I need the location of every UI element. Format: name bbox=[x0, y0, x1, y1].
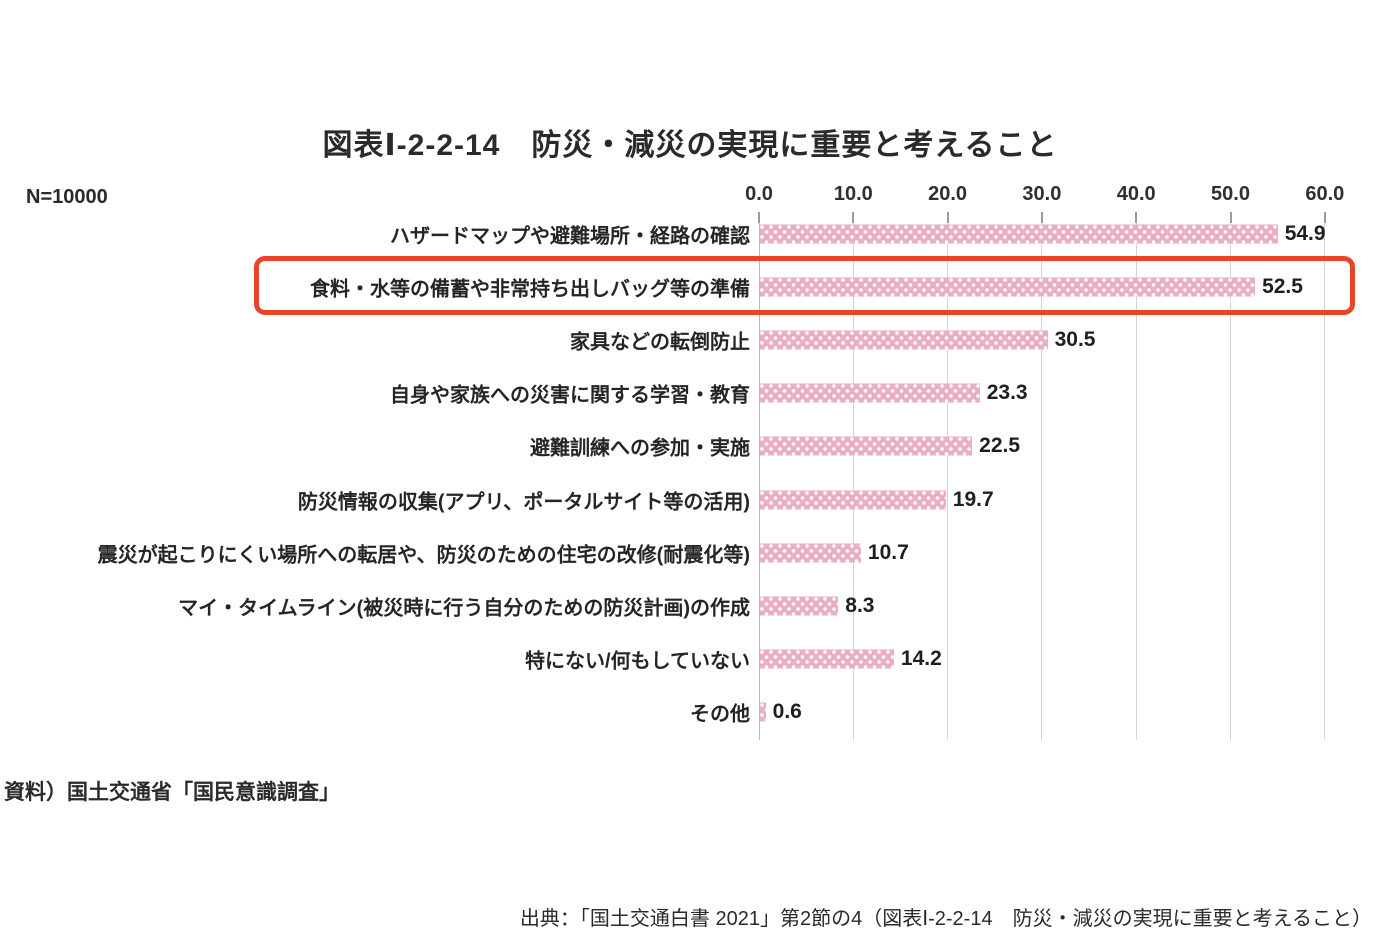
axis-tick-label: 30.0 bbox=[1022, 183, 1062, 205]
bottom-caption: 出典：「国土交通白書 2021」第2節の4（図表Ⅰ-2-2-14 防災・減災の実… bbox=[519, 908, 1372, 930]
value-label: 54.9 bbox=[1284, 222, 1326, 245]
bar-row: 防災情報の収集(アプリ、ポータルサイト等の活用) 19.7 bbox=[0, 485, 1380, 515]
bar bbox=[760, 596, 839, 616]
highlight-box bbox=[254, 256, 1355, 315]
axis-tick-label: 50.0 bbox=[1211, 183, 1250, 205]
axis-tick bbox=[1040, 212, 1043, 223]
bar bbox=[760, 490, 946, 509]
category-label: 家具などの転倒防止 bbox=[570, 331, 750, 354]
bar-row: 特にない/何もしていない 14.2 bbox=[0, 644, 1380, 674]
category-label: 食料・水等の備蓄や非常持ち出しバッグ等の準備 bbox=[310, 278, 750, 301]
axis-tick-label: 0.0 bbox=[745, 183, 773, 205]
axis-tick-label: 10.0 bbox=[833, 183, 873, 205]
value-label: 8.3 bbox=[845, 593, 875, 617]
sample-size-label: N=10000 bbox=[26, 186, 108, 208]
gridline bbox=[1230, 212, 1231, 740]
bar bbox=[760, 436, 973, 456]
bar bbox=[760, 543, 861, 563]
category-label: 防災情報の収集(アプリ、ポータルサイト等の活用) bbox=[297, 491, 750, 513]
bar-row: 食料・水等の備蓄や非常持ち出しバッグ等の準備 52.5 bbox=[0, 272, 1380, 302]
bar-row: その他 0.6 bbox=[0, 697, 1380, 727]
value-label: 30.5 bbox=[1054, 328, 1096, 352]
value-label: 14.2 bbox=[900, 646, 942, 670]
bar-row: 家具などの転倒防止 30.5 bbox=[0, 325, 1380, 355]
value-label: 19.7 bbox=[952, 487, 994, 511]
gridline bbox=[1135, 212, 1137, 740]
axis-tick bbox=[1135, 212, 1138, 223]
bar bbox=[760, 224, 1278, 244]
axis-tick bbox=[1323, 212, 1326, 223]
axis-tick bbox=[1229, 212, 1232, 223]
bar bbox=[760, 649, 894, 669]
value-label: 52.5 bbox=[1262, 275, 1303, 299]
bar-row: 震災が起こりにくい場所への転居や、防災のための住宅の改修(耐震化等) 10.7 bbox=[0, 538, 1380, 568]
category-label: 特にない/何もしていない bbox=[525, 650, 750, 673]
value-label: 22.5 bbox=[979, 434, 1021, 458]
value-label: 23.3 bbox=[986, 381, 1028, 405]
axis-tick bbox=[758, 212, 760, 223]
gridline bbox=[758, 212, 760, 740]
category-label: 避難訓練への参加・実施 bbox=[530, 437, 750, 460]
bar bbox=[760, 277, 1256, 297]
value-label: 0.6 bbox=[772, 699, 802, 723]
gridline bbox=[947, 212, 949, 740]
bar-row: 避難訓練への参加・実施 22.5 bbox=[0, 431, 1380, 461]
bar bbox=[760, 702, 766, 722]
chart-title: 図表Ⅰ-2-2-14 防災・減災の実現に重要と考えること bbox=[322, 129, 1058, 162]
axis-tick bbox=[946, 212, 949, 223]
bar-row: 自身や家族への災害に関する学習・教育 23.3 bbox=[0, 378, 1380, 408]
bar bbox=[760, 383, 980, 403]
value-label: 10.7 bbox=[867, 540, 909, 564]
bar-row: マイ・タイムライン(被災時に行う自分のための防災計画)の作成 8.3 bbox=[0, 591, 1380, 621]
axis-tick bbox=[852, 212, 855, 223]
gridline bbox=[852, 212, 854, 740]
axis-tick-label: 40.0 bbox=[1116, 183, 1156, 205]
gridline bbox=[1324, 212, 1326, 740]
gridline bbox=[1041, 212, 1043, 740]
category-label: 震災が起こりにくい場所への転居や、防災のための住宅の改修(耐震化等) bbox=[97, 544, 750, 567]
bar bbox=[760, 330, 1048, 350]
category-label: マイ・タイムライン(被災時に行う自分のための防災計画)の作成 bbox=[178, 597, 750, 620]
axis-tick-label: 20.0 bbox=[928, 183, 968, 205]
category-label: ハザードマップや避難場所・経路の確認 bbox=[390, 225, 750, 248]
axis-tick-label: 60.0 bbox=[1305, 183, 1345, 205]
bar-row: ハザードマップや避難場所・経路の確認 54.9 bbox=[0, 219, 1380, 249]
category-label: その他 bbox=[690, 703, 750, 726]
source-note: 資料）国土交通省「国民意識調査」 bbox=[4, 781, 340, 804]
category-label: 自身や家族への災害に関する学習・教育 bbox=[390, 384, 750, 407]
